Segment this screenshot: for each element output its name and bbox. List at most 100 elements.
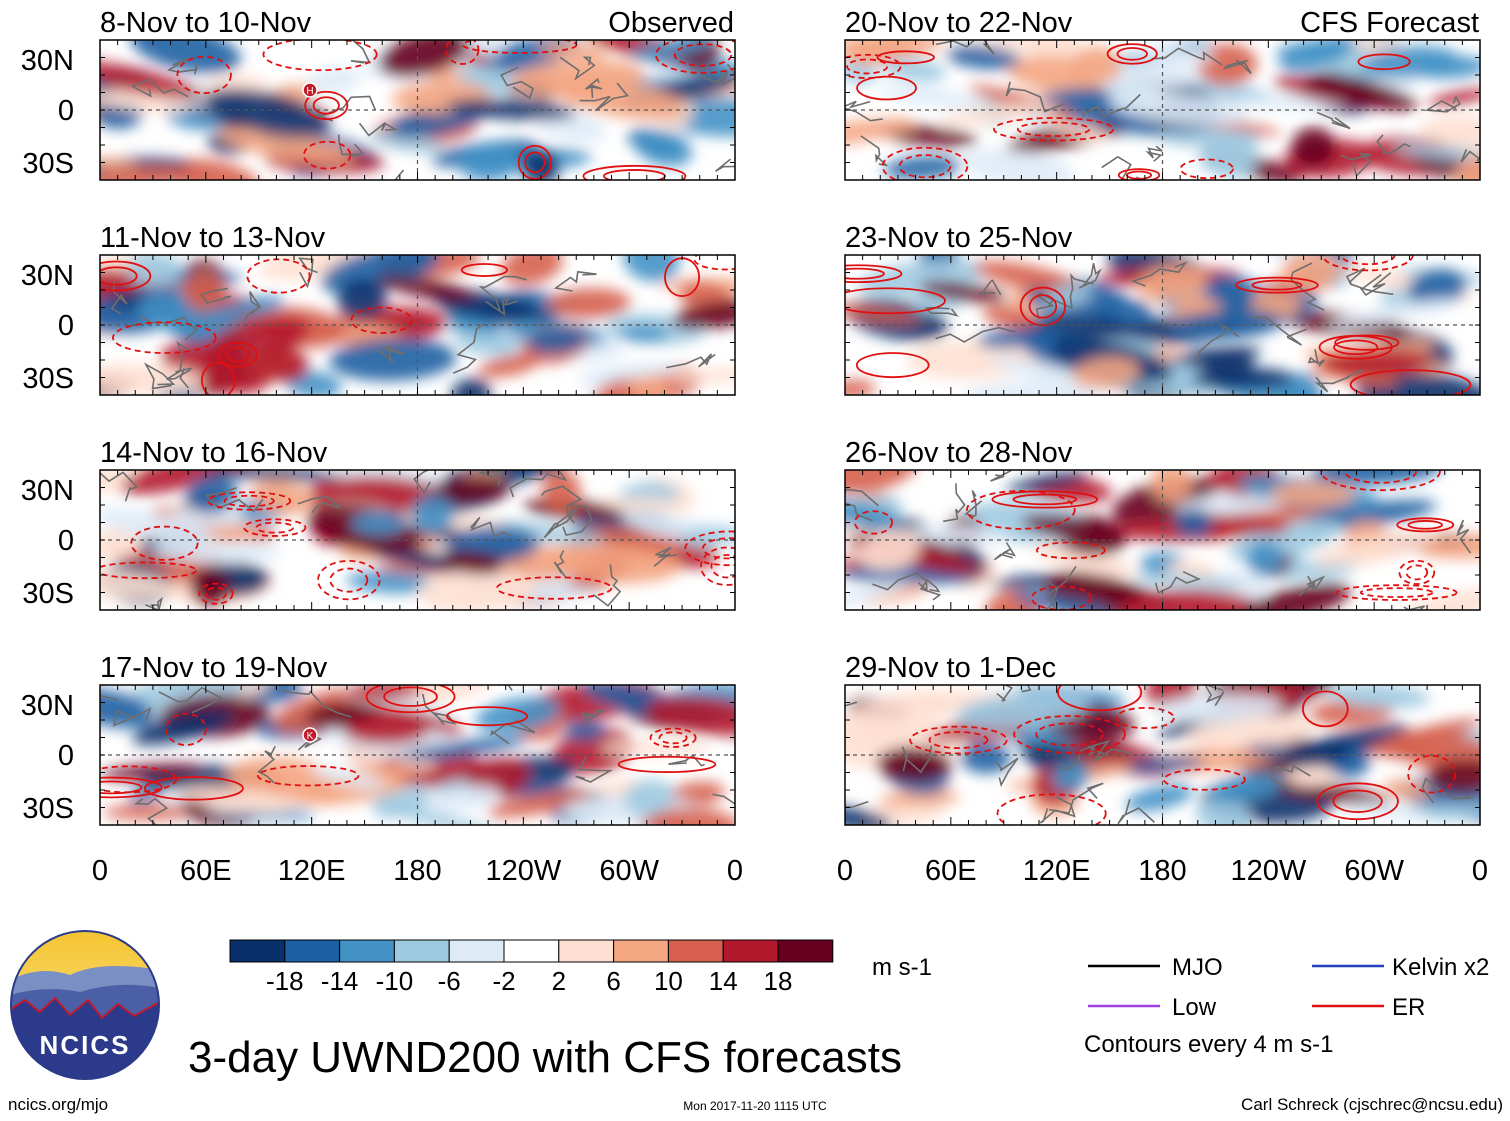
coastline — [701, 63, 735, 86]
coastline — [500, 66, 534, 100]
anomaly-blob — [102, 804, 198, 820]
er-contour — [383, 686, 438, 707]
coastline — [1151, 47, 1223, 66]
contour-interval-note: Contours every 4 m s-1 — [1084, 1031, 1333, 1058]
coastline — [377, 344, 405, 364]
anomaly-blob — [1249, 776, 1393, 806]
coastline — [257, 745, 276, 784]
coastline — [580, 709, 605, 727]
coastline — [1204, 685, 1225, 707]
anomaly-blob — [329, 338, 457, 381]
coastline — [350, 40, 371, 64]
colorbar-level-label: -6 — [438, 966, 461, 996]
coastline — [553, 270, 597, 292]
anomaly-blob — [1115, 757, 1206, 773]
anomaly-blob — [1169, 309, 1283, 339]
er-contour — [1398, 559, 1436, 585]
er-contour — [856, 75, 917, 101]
coastline — [158, 686, 224, 714]
anomaly-blob — [618, 325, 670, 343]
anomaly-blob — [845, 379, 876, 395]
anomaly-blob — [1120, 589, 1262, 610]
anomaly-blob — [378, 40, 471, 77]
colorbar-level-label: 2 — [552, 966, 566, 996]
anomaly-blob — [545, 543, 681, 584]
x-tick-label: 0 — [837, 855, 853, 887]
footer-credit: Carl Schreck (cjschrec@ncsu.edu) — [1241, 1095, 1503, 1114]
anomaly-blob — [878, 85, 989, 109]
er-contour — [673, 43, 733, 67]
coastline — [1253, 316, 1308, 346]
anomaly-blob — [344, 715, 430, 745]
coastline — [509, 470, 568, 498]
storm-marker-label: H — [306, 86, 313, 97]
er-contour — [217, 341, 258, 368]
er-contour — [602, 169, 666, 180]
colorbar-swatch — [667, 939, 724, 963]
colorbar-level-label: -2 — [492, 966, 515, 996]
coastline — [668, 754, 705, 767]
footer-url[interactable]: ncics.org/mjo — [8, 1095, 108, 1114]
panel: 29-Nov to 1-Dec — [844, 652, 1481, 826]
anomaly-blob — [1153, 693, 1283, 723]
coastline — [1049, 782, 1104, 814]
anomaly-blob — [1278, 40, 1349, 72]
er-contour — [1057, 685, 1143, 712]
coastline — [943, 483, 966, 523]
colorbar-swatch — [558, 939, 615, 963]
anomaly-blob — [1328, 298, 1462, 328]
colorbar-swatch — [393, 939, 450, 963]
anomaly-blob — [1071, 356, 1141, 389]
panel-title: 11-Nov to 13-Nov — [100, 222, 326, 254]
anomaly-blob — [1013, 592, 1113, 610]
anomaly-blob — [1051, 763, 1090, 792]
anomaly-blob — [1396, 587, 1480, 610]
anomaly-blob — [377, 275, 477, 302]
panel-title: 29-Nov to 1-Dec — [845, 652, 1056, 684]
er-contour — [928, 731, 989, 749]
colorbar-swatch — [777, 939, 834, 963]
er-contour — [1316, 782, 1399, 821]
anomaly-blob — [859, 529, 921, 571]
coastline — [337, 134, 364, 157]
anomaly-blob — [546, 288, 631, 319]
er-contour — [881, 146, 969, 180]
coastline — [919, 578, 942, 601]
x-tick-label: 120E — [278, 855, 346, 887]
er-contour — [255, 521, 295, 534]
er-contour — [1106, 43, 1158, 65]
anomaly-blob — [132, 709, 234, 746]
legend-label-kelvin: Kelvin x2 — [1392, 954, 1489, 981]
coastline — [421, 693, 457, 726]
coastline — [901, 745, 933, 774]
er-contour — [100, 561, 197, 580]
er-contour — [1013, 715, 1126, 754]
anomaly-blob — [1174, 508, 1213, 537]
y-tick-label: 30N — [21, 475, 74, 507]
anomaly-blob — [1202, 132, 1258, 175]
coastline — [478, 275, 527, 311]
panel-title: 26-Nov to 28-Nov — [845, 437, 1073, 469]
anomaly-blob — [671, 299, 735, 330]
coastline — [1222, 59, 1252, 75]
er-contour — [876, 50, 935, 65]
anomaly-blob — [100, 763, 206, 780]
storm-marker-label: K — [307, 731, 314, 742]
coastline — [143, 362, 176, 390]
colorbar-swatch — [284, 939, 341, 963]
colorbar-level-label: 10 — [654, 966, 683, 996]
er-contour — [112, 321, 217, 354]
legend: MJO Kelvin x2 Low ER Contours every 4 m … — [1084, 954, 1489, 1058]
er-contour — [198, 582, 234, 605]
wind-anomaly-field — [845, 40, 1480, 180]
er-contour — [1359, 587, 1434, 598]
x-tick-label: 0 — [92, 855, 108, 887]
anomaly-blob — [1191, 367, 1296, 390]
anomaly-blob — [368, 131, 446, 154]
anomaly-blob — [629, 368, 669, 395]
anomaly-blob — [1291, 126, 1336, 168]
anomaly-blob — [919, 281, 1008, 303]
panel-title: 8-Nov to 10-Nov — [100, 7, 312, 39]
y-tick-label: 30S — [22, 578, 74, 610]
